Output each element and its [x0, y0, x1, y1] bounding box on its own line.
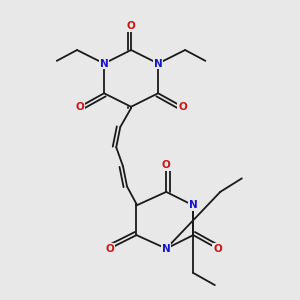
Text: N: N — [154, 58, 163, 68]
Text: O: O — [105, 244, 114, 254]
Text: O: O — [162, 160, 171, 170]
Text: N: N — [162, 244, 171, 254]
Text: N: N — [100, 58, 108, 68]
Text: O: O — [75, 102, 84, 112]
Text: N: N — [189, 200, 198, 210]
Text: O: O — [127, 21, 136, 31]
Text: O: O — [178, 102, 187, 112]
Text: O: O — [213, 244, 222, 254]
